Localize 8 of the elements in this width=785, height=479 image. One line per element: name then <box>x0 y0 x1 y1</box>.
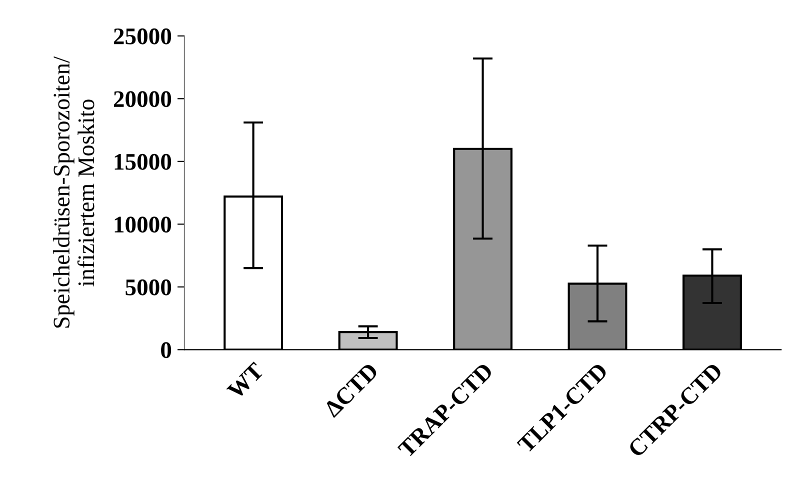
y-tick-label: 15000 <box>114 154 172 170</box>
y-axis-title: Speicheldrüsen-Sporozoiten/ infiziertem Moskito <box>52 56 94 328</box>
y-tick-label: 0 <box>161 342 172 358</box>
y-tick-label: 5000 <box>126 279 172 296</box>
y-tick-label: 10000 <box>114 216 172 233</box>
y-tick-label: 25000 <box>114 28 172 44</box>
x-tick-label: WT <box>226 362 265 400</box>
y-tick-label: 20000 <box>114 91 172 108</box>
